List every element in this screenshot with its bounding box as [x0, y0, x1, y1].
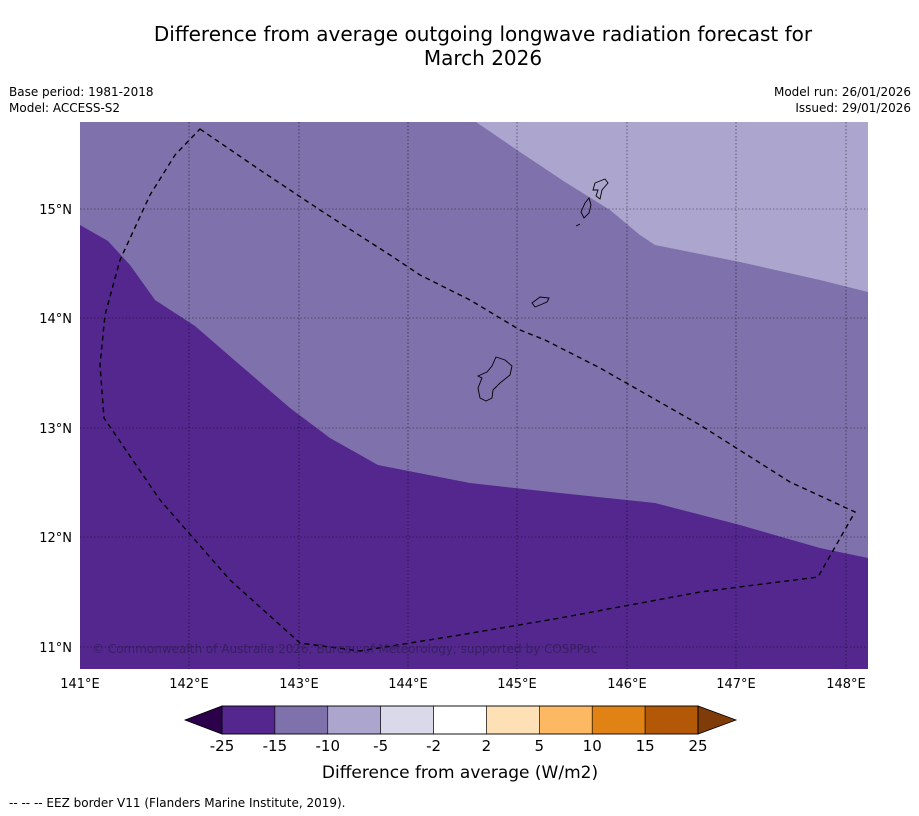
colorbar-box: [380, 705, 434, 735]
title-line-1: Difference from average outgoing longwav…: [153, 22, 813, 46]
colorbar-boxes: [221, 705, 699, 735]
copyright-text: © Commonwealth of Australia 2026, Bureau…: [92, 642, 597, 656]
colorbar-box: [327, 705, 381, 735]
guam-island: [476, 356, 513, 402]
colorbar-tick-label: 5: [535, 737, 545, 755]
colorbar-tick-label: 2: [482, 737, 492, 755]
lat-tick-15n: 15°N: [39, 203, 72, 218]
lat-tick-14n: 14°N: [39, 312, 72, 327]
colorbar-box: [539, 705, 593, 735]
lat-axis: 15°N 14°N 13°N 12°N 11°N: [39, 203, 72, 656]
region-minus5-to-minus10: [476, 122, 868, 292]
lon-axis: 141°E 142°E 143°E 144°E 145°E 146°E 147°…: [60, 677, 866, 692]
base-period: Base period: 1981-2018: [9, 85, 154, 99]
lon-tick-146e: 146°E: [607, 677, 647, 692]
region-minus15-to-minus25: [80, 225, 868, 669]
colorbar: -25 -15 -10 -5 -2 2 5 10 15 25 Difference from av…: [183, 705, 738, 783]
colorbar-tick-label: 25: [688, 737, 707, 755]
title-line-2: March 2026: [423, 46, 543, 70]
colorbar-tick-label: -2: [426, 737, 441, 755]
colorbar-box: [591, 705, 646, 735]
colorbar-ticks: -25 -15 -10 -5 -2 2 5 10 15 25: [210, 737, 708, 755]
colorbar-extend-low: [183, 705, 223, 735]
colorbar-box: [433, 705, 487, 735]
model-run: Model run: 26/01/2026: [773, 85, 911, 99]
colorbar-tick-label: 15: [636, 737, 655, 755]
chart-title: Difference from average outgoing longwav…: [100, 22, 866, 70]
colorbar-tick-label: 10: [583, 737, 602, 755]
lon-tick-147e: 147°E: [716, 677, 756, 692]
saipan-island: [592, 178, 609, 200]
map-area: © Commonwealth of Australia 2026, Bureau…: [80, 122, 868, 669]
eez-border: [99, 128, 856, 652]
lon-tick-145e: 145°E: [497, 677, 537, 692]
colorbar-tick-label: -5: [373, 737, 388, 755]
lat-tick-12n: 12°N: [39, 531, 72, 546]
colorbar-box: [486, 705, 540, 735]
colorbar-box: [644, 705, 699, 735]
aguijan-island: [575, 223, 581, 227]
tinian-island: [580, 197, 592, 219]
colorbar-extend-high: [697, 705, 738, 735]
colorbar-box: [274, 705, 329, 735]
colorbar-tick-label: -15: [263, 737, 288, 755]
meta-left: Base period: 1981-2018 Model: ACCESS-S2: [9, 84, 154, 116]
model-name: Model: ACCESS-S2: [9, 101, 121, 115]
footer-note: -- -- -- EEZ border V11 (Flanders Marine…: [9, 796, 346, 810]
lon-tick-143e: 143°E: [279, 677, 319, 692]
colorbar-tick-label: -25: [210, 737, 235, 755]
colorbar-box: [221, 705, 276, 735]
lat-tick-11n: 11°N: [39, 641, 72, 656]
rota-island: [531, 296, 550, 308]
colorbar-label: Difference from average (W/m2): [322, 763, 598, 783]
graticule: [80, 122, 868, 669]
islands: [476, 178, 609, 402]
lon-tick-141e: 141°E: [60, 677, 100, 692]
lat-tick-13n: 13°N: [39, 422, 72, 437]
colorbar-frame: [221, 705, 699, 735]
issued-date: Issued: 29/01/2026: [795, 101, 911, 115]
lon-tick-144e: 144°E: [388, 677, 428, 692]
colorbar-tick-label: -10: [316, 737, 341, 755]
meta-right: Model run: 26/01/2026 Issued: 29/01/2026: [774, 84, 911, 116]
lon-tick-148e: 148°E: [826, 677, 866, 692]
lon-tick-142e: 142°E: [169, 677, 209, 692]
